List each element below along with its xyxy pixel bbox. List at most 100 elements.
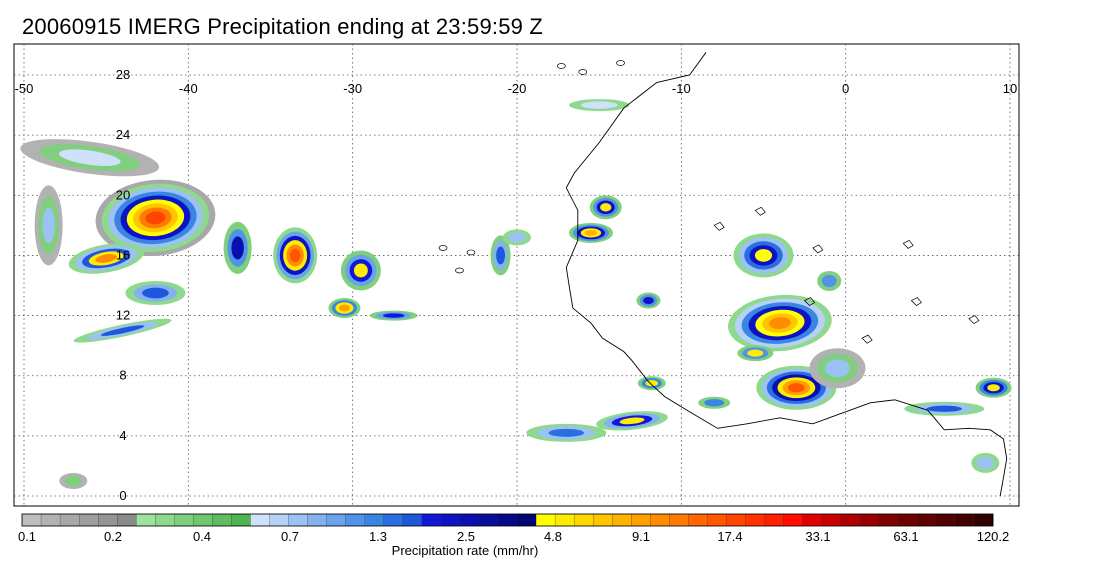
colorbar-tick-label: 63.1	[893, 529, 918, 544]
colorbar-swatch	[174, 513, 194, 527]
longitude-label: -50	[15, 81, 34, 96]
rain-cell	[508, 232, 526, 243]
colorbar-swatch	[364, 513, 385, 527]
colorbar-tick-label: 0.1	[18, 529, 36, 544]
island-outline	[578, 69, 588, 75]
rain-cell	[58, 149, 121, 166]
colorbar-swatch	[307, 513, 328, 527]
colorbar-swatch	[497, 513, 518, 527]
colorbar-swatch	[707, 513, 727, 527]
river-segment	[812, 244, 824, 254]
colorbar-swatch	[288, 513, 309, 527]
colorbar-swatch	[878, 513, 899, 527]
river-segment	[968, 315, 980, 325]
colorbar-swatch	[745, 513, 765, 527]
island-outline	[455, 267, 464, 274]
longitude-label: -10	[672, 81, 691, 96]
rain-cell	[825, 359, 850, 378]
colorbar-tick-label: 33.1	[805, 529, 830, 544]
colorbar-swatch	[440, 513, 461, 527]
graticule	[14, 44, 1019, 506]
colorbar-swatch	[573, 513, 594, 527]
colorbar-swatch	[383, 513, 404, 527]
rain-cell	[926, 405, 963, 412]
colorbar-swatch	[554, 513, 575, 527]
latitude-label: 12	[116, 308, 130, 323]
river-segment	[803, 297, 816, 306]
colorbar-tick-label: 0.2	[104, 529, 122, 544]
colorbar-title: Precipitation rate (mm/hr)	[392, 543, 539, 558]
colorbar-tick-label: 9.1	[632, 529, 650, 544]
colorbar-swatch	[593, 513, 613, 527]
colorbar-swatch	[136, 513, 156, 527]
island-outline	[438, 245, 448, 251]
rain-cell	[769, 317, 791, 330]
rain-cell	[787, 383, 805, 393]
rain-cell	[747, 349, 764, 357]
rain-cell	[145, 211, 166, 225]
colorbar-swatch	[802, 513, 823, 527]
longitude-label: -30	[343, 81, 362, 96]
map-title: 20060915 IMERG Precipitation ending at 2…	[22, 14, 544, 39]
precipitation-field	[20, 99, 1012, 489]
colorbar-swatch	[631, 513, 651, 527]
river-segment	[861, 334, 873, 344]
coastline	[438, 52, 1008, 497]
colorbar-swatch	[269, 513, 289, 527]
rain-cell	[821, 274, 837, 288]
rain-cell	[600, 203, 612, 212]
colorbar-tick-label: 0.4	[193, 529, 211, 544]
colorbar-swatch	[935, 513, 956, 527]
river-segment	[910, 297, 922, 306]
colorbar-swatch	[840, 513, 861, 527]
colorbar: 0.1 0.2 0.4 0.7 1.3 2.5 4.8 9.1 17.4 33.1 63.1 120.…	[18, 513, 1009, 558]
rain-cell	[383, 313, 405, 318]
rain-cell	[619, 417, 645, 425]
colorbar-swatch	[402, 513, 423, 527]
rain-cell	[231, 236, 244, 260]
colorbar-swatch	[193, 513, 213, 527]
rain-cell	[353, 263, 368, 278]
island-outline	[616, 60, 625, 66]
river-segment	[754, 206, 766, 216]
rain-cell	[95, 254, 117, 263]
colorbar-swatch	[98, 513, 118, 527]
colorbar-swatch	[859, 513, 880, 527]
colorbar-swatch	[59, 513, 80, 527]
island-outline	[557, 63, 566, 69]
latitude-label: 28	[116, 67, 130, 82]
latitude-label: 24	[116, 127, 130, 142]
colorbar-swatch	[612, 513, 632, 527]
rain-cell	[976, 456, 994, 470]
longitude-label: 0	[842, 81, 849, 96]
colorbar-swatch	[459, 513, 480, 527]
colorbar-swatch	[155, 513, 175, 527]
colorbar-swatch	[40, 513, 61, 527]
latitude-label: 16	[116, 247, 130, 262]
colorbar-swatch	[117, 513, 137, 527]
river-segment	[713, 221, 725, 231]
latitude-label: 8	[119, 368, 126, 383]
colorbar-swatch	[650, 513, 670, 527]
colorbar-tick-label: 2.5	[457, 529, 475, 544]
colorbar-swatch	[821, 513, 842, 527]
rain-cell	[338, 304, 351, 312]
colorbar-swatch	[78, 513, 99, 527]
rain-cell	[42, 207, 55, 244]
colorbar-swatch	[21, 513, 42, 527]
rain-cell	[704, 399, 725, 407]
colorbar-swatch	[478, 513, 499, 527]
longitude-label: 10	[1003, 81, 1017, 96]
rain-cell	[64, 476, 82, 486]
rain-cell	[584, 230, 598, 236]
rain-cell	[580, 101, 618, 109]
rain-cell	[100, 325, 145, 336]
colorbar-tick-label: 4.8	[544, 529, 562, 544]
colorbar-swatch	[726, 513, 746, 527]
colorbar-swatch	[345, 513, 366, 527]
colorbar-swatch	[212, 513, 232, 527]
map-frame	[13, 43, 1020, 507]
longitude-label: -20	[508, 81, 527, 96]
colorbar-swatch	[669, 513, 689, 527]
